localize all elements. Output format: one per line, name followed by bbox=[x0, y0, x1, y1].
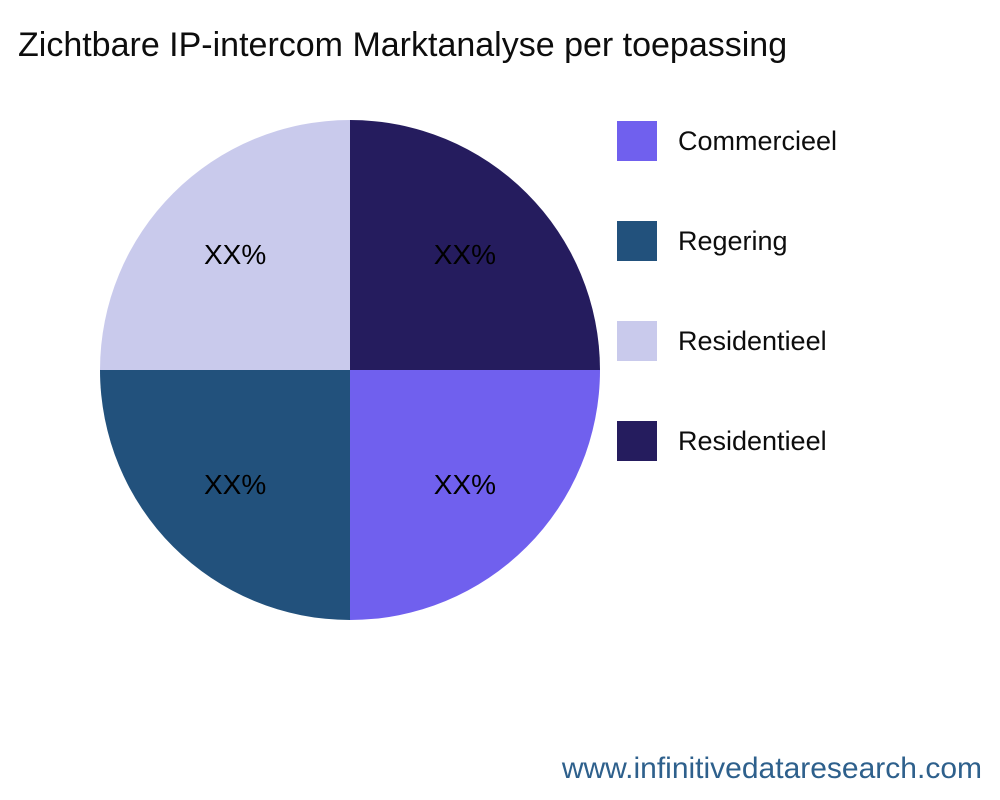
slice-label-bottom-left: XX% bbox=[203, 468, 267, 500]
legend-swatch-icon bbox=[617, 421, 657, 461]
slice-label-top-right: XX% bbox=[433, 239, 497, 271]
legend-label: Residentieel bbox=[678, 325, 827, 356]
legend-item-residentieel-3: Residentieel bbox=[617, 421, 837, 461]
legend-item-regering-1: Regering bbox=[617, 221, 837, 261]
slice-label-top-left: XX% bbox=[203, 239, 267, 271]
legend-swatch-icon bbox=[617, 221, 657, 261]
legend: Commercieel Regering Residentieel Residenti… bbox=[617, 121, 837, 521]
legend-item-residentieel-2: Residentieel bbox=[617, 321, 837, 361]
pie-circle bbox=[100, 120, 600, 620]
legend-swatch-icon bbox=[617, 121, 657, 161]
legend-swatch-icon bbox=[617, 321, 657, 361]
legend-label: Residentieel bbox=[678, 425, 827, 456]
chart-title: Zichtbare IP-intercom Marktanalyse per t… bbox=[18, 26, 788, 64]
slice-label-bottom-right: XX% bbox=[433, 468, 497, 500]
legend-item-commercieel-0: Commercieel bbox=[617, 121, 837, 161]
legend-label: Commercieel bbox=[678, 125, 838, 156]
legend-label: Regering bbox=[678, 225, 788, 256]
source-link: www.infinitivedataresearch.com bbox=[561, 752, 982, 785]
pie-chart: XX% XX% XX% XX% bbox=[100, 120, 600, 620]
